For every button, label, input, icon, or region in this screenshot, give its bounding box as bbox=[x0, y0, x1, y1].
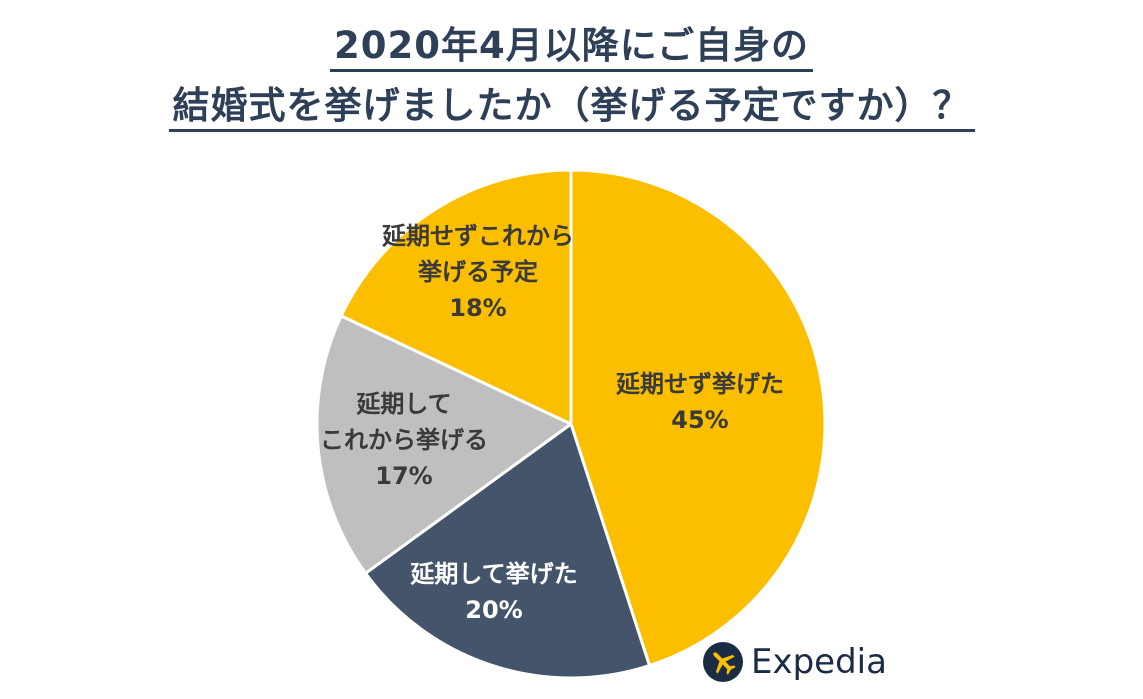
slice-value-label: 17% bbox=[375, 462, 432, 490]
pie-slices bbox=[315, 168, 827, 680]
expedia-logo: Expedia bbox=[703, 640, 887, 684]
airplane-icon bbox=[703, 642, 743, 682]
pie-slice bbox=[569, 168, 827, 668]
pie-slice bbox=[315, 314, 573, 575]
slice-category-label: 延期して挙げた bbox=[409, 560, 577, 588]
slice-category-label: 挙げる予定 bbox=[417, 258, 538, 286]
slice-value-label: 45% bbox=[671, 406, 728, 434]
pie-slice bbox=[364, 422, 651, 680]
chart-title-line-2: 結婚式を挙げましたか（挙げる予定ですか）？ bbox=[0, 84, 1143, 132]
pie-slice bbox=[339, 168, 573, 426]
title-text-1: 2020年4月以降にご自身の bbox=[330, 24, 813, 72]
slice-category-label: 延期せず挙げた bbox=[615, 370, 784, 398]
logo-text: Expedia bbox=[751, 642, 887, 682]
title-text-2: 結婚式を挙げましたか（挙げる予定ですか）？ bbox=[168, 84, 975, 132]
chart-title-line-1: 2020年4月以降にご自身の bbox=[0, 24, 1143, 72]
slice-value-label: 18% bbox=[449, 294, 506, 322]
slice-category-label: 延期して bbox=[355, 390, 451, 418]
slice-category-label: これから挙げる bbox=[320, 426, 488, 454]
slice-category-label: 延期せずこれから bbox=[381, 222, 574, 250]
slice-value-label: 20% bbox=[465, 596, 522, 624]
